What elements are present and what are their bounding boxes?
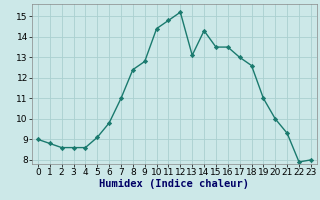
X-axis label: Humidex (Indice chaleur): Humidex (Indice chaleur) xyxy=(100,179,249,189)
